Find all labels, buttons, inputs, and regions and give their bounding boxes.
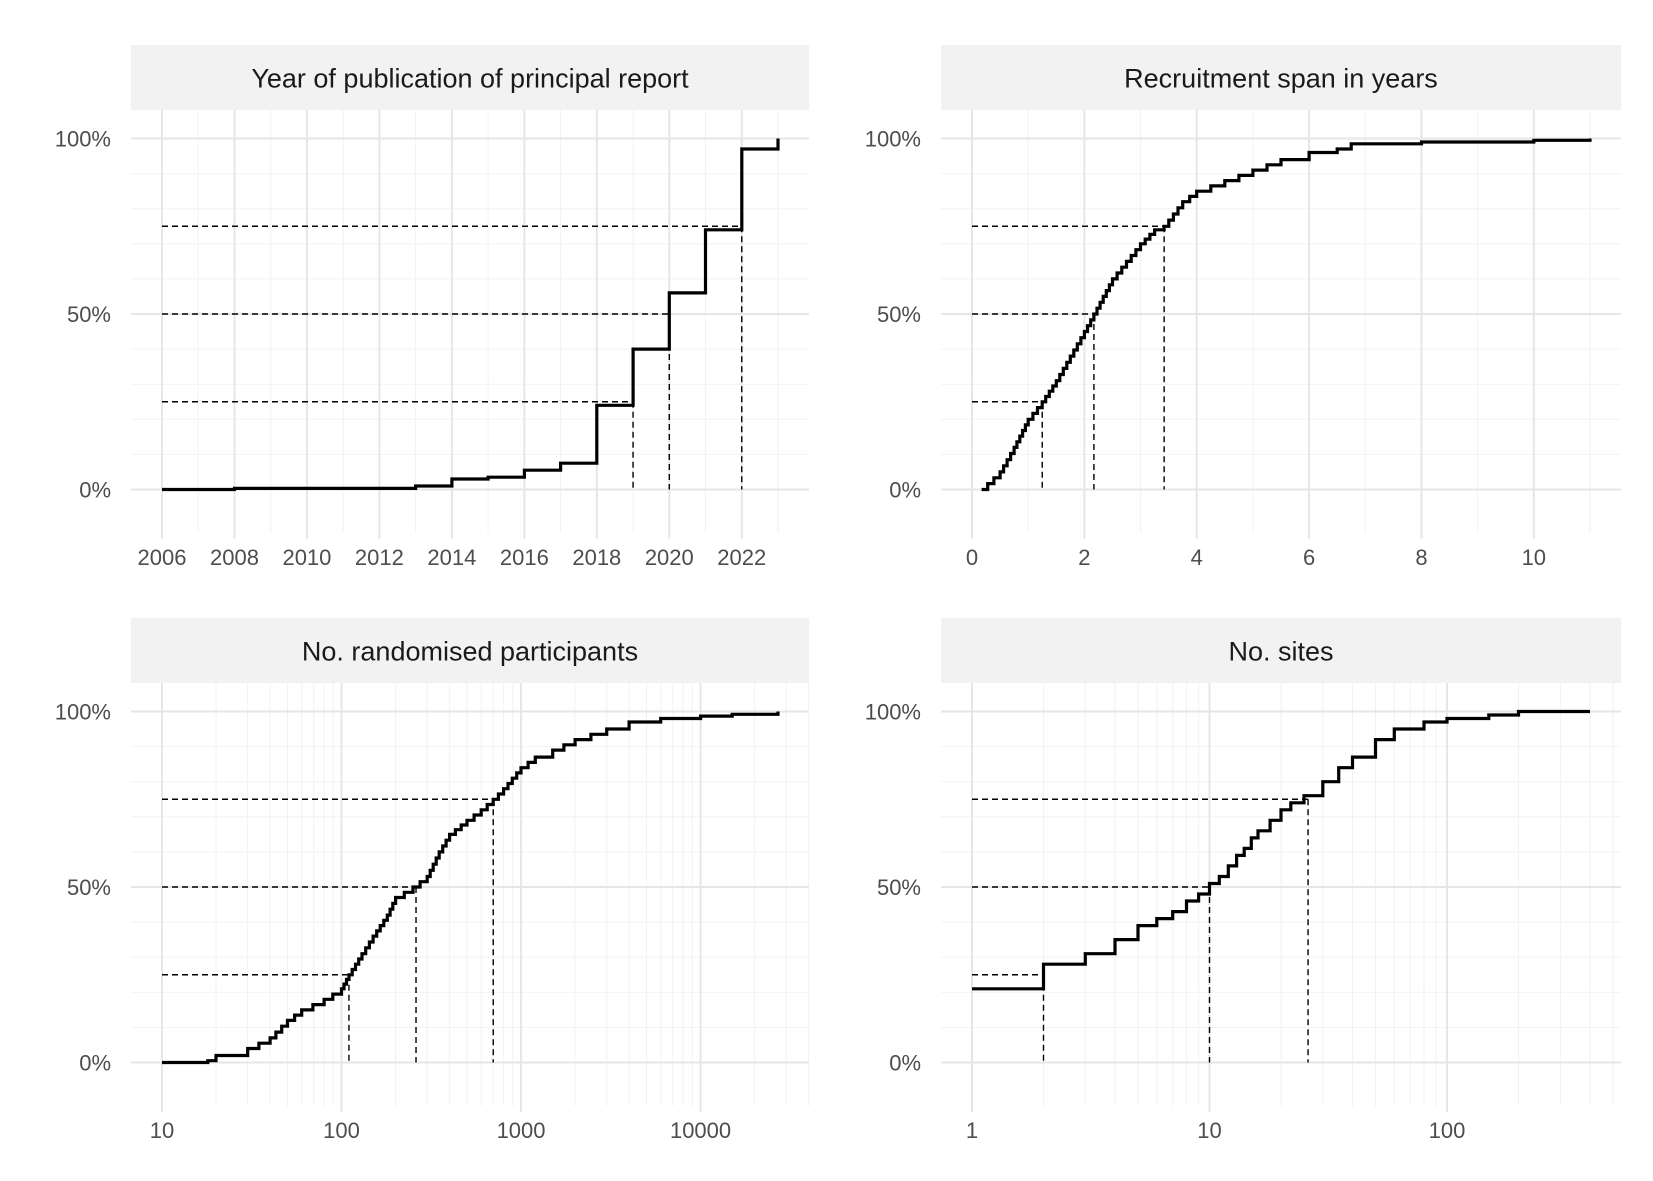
y-tick-label: 0% (889, 1051, 921, 1076)
y-tick-label: 50% (877, 875, 921, 900)
x-tick-label: 2022 (717, 545, 766, 570)
y-tick-label: 100% (865, 700, 921, 725)
x-tick-label: 10 (1522, 545, 1546, 570)
plot-area (131, 110, 809, 533)
facet-title: No. sites (1228, 637, 1333, 667)
y-tick-label: 50% (67, 875, 111, 900)
y-tick-label: 0% (889, 478, 921, 503)
y-tick-label: 0% (79, 1051, 111, 1076)
plot-area (131, 683, 809, 1106)
facet-strip (941, 45, 1621, 110)
x-tick-label: 100 (323, 1118, 360, 1143)
facet-strip (941, 618, 1621, 683)
x-tick-label: 8 (1415, 545, 1427, 570)
facet-strip (131, 45, 809, 110)
panel-4: No. sites 0% 50% 100% 1 10 100 (865, 618, 1621, 1143)
cumulative-curve (972, 709, 1590, 991)
x-tick-label: 10 (150, 1118, 174, 1143)
y-tick-label: 0% (79, 478, 111, 503)
facet-title: Recruitment span in years (1124, 64, 1438, 94)
cumulative-curve (981, 138, 1592, 492)
facet-title: Year of publication of principal report (251, 64, 689, 94)
x-tick-label: 2018 (572, 545, 621, 570)
x-tick-label: 2016 (500, 545, 549, 570)
x-tick-label: 2020 (645, 545, 694, 570)
x-tick-label: 10000 (670, 1118, 731, 1143)
x-tick-label: 2006 (138, 545, 187, 570)
y-tick-label: 50% (877, 302, 921, 327)
y-tick-label: 50% (67, 302, 111, 327)
y-tick-label: 100% (55, 127, 111, 152)
facet-title: No. randomised participants (302, 637, 638, 667)
y-tick-label: 100% (55, 700, 111, 725)
x-tick-label: 6 (1303, 545, 1315, 570)
x-tick-label: 1 (966, 1118, 978, 1143)
y-tick-label: 100% (865, 127, 921, 152)
x-tick-label: 2008 (210, 545, 259, 570)
x-tick-label: 2012 (355, 545, 404, 570)
cumulative-curve (162, 138, 780, 492)
facet-strip (131, 618, 809, 683)
x-tick-label: 1000 (497, 1118, 546, 1143)
panel-1: Year of publication of principal report 0… (55, 45, 809, 570)
x-tick-label: 10 (1197, 1118, 1221, 1143)
x-tick-label: 2014 (427, 545, 476, 570)
panel-2: Recruitment span in years 0% 50% 100% 0 2 4 6 8 1… (865, 45, 1621, 570)
x-tick-label: 100 (1429, 1118, 1466, 1143)
panel-3: No. randomised participants 0% 50% 100% 10 10… (55, 618, 810, 1143)
cumulative-curve (162, 711, 780, 1065)
x-tick-label: 2 (1078, 545, 1090, 570)
x-tick-label: 4 (1191, 545, 1203, 570)
x-tick-label: 0 (966, 545, 978, 570)
x-tick-label: 2010 (282, 545, 331, 570)
plot-area (941, 110, 1621, 533)
